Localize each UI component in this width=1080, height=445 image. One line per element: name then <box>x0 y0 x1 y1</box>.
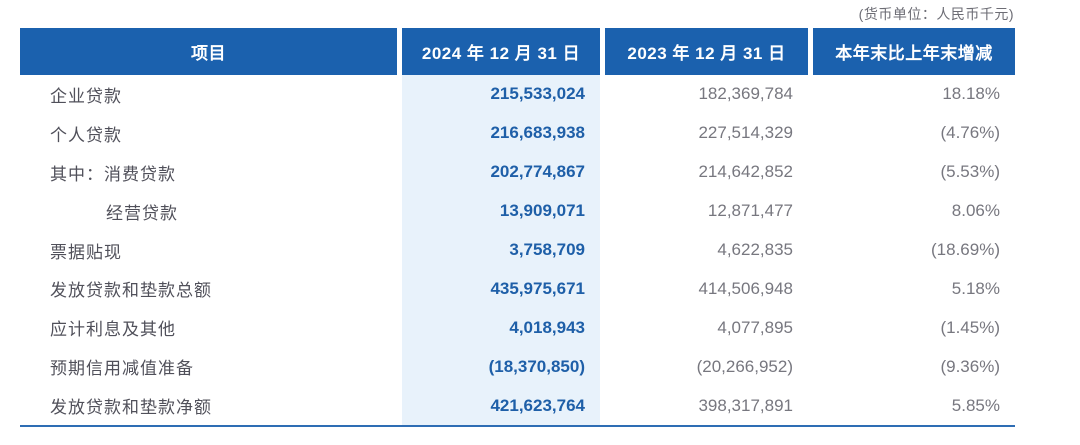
row-label: 票据贴现 <box>20 230 402 270</box>
table-row: 个人贷款 216,683,938 227,514,329 (4.76%) <box>20 113 1015 153</box>
value-2023: 214,642,852 <box>605 152 813 192</box>
change-percent: (4.76%) <box>940 123 1000 143</box>
change-percent: (18.69%) <box>931 240 1000 259</box>
value-2023: 227,514,329 <box>605 113 813 153</box>
change-percent: 5.85% <box>951 395 1000 415</box>
table-header-row: 项目 2024 年 12 月 31 日 2023 年 12 月 31 日 本年末… <box>20 28 1015 75</box>
value-2024: 4,018,943 <box>402 308 605 348</box>
change-percent: 5.18% <box>951 278 1000 298</box>
value-2024: 435,975,671 <box>402 269 605 309</box>
row-label: 应计利息及其他 <box>20 308 402 348</box>
value-2023: 182,369,784 <box>605 75 813 114</box>
table-row: 应计利息及其他 4,018,943 4,077,895 (1.45%) <box>20 308 1015 348</box>
value-2023: 398,317,891 <box>605 386 813 426</box>
row-label: 发放贷款和垫款净额 <box>20 386 402 426</box>
row-label: 发放贷款和垫款总额 <box>20 269 402 309</box>
value-2024: 3,758,709 <box>402 230 605 270</box>
value-2024: 13,909,071 <box>402 191 605 231</box>
value-2024: 215,533,024 <box>402 75 605 114</box>
value-2024: 421,623,764 <box>402 386 605 426</box>
value-2023: (20,266,952) <box>605 347 813 387</box>
table-row: 发放贷款和垫款总额 435,975,671 414,506,948 5.18% <box>20 269 1015 309</box>
table-row: 经营贷款 13,909,071 12,871,477 8.06% <box>20 191 1015 231</box>
table-row: 预期信用减值准备 (18,370,850) (20,266,952) (9.36%) <box>20 347 1015 387</box>
header-change-column: 本年末比上年末增减 <box>813 28 1015 75</box>
row-label: 其中：消费贷款 <box>20 152 402 192</box>
value-2024: (18,370,850) <box>402 347 605 387</box>
value-2023: 4,622,835 <box>605 230 813 270</box>
change-percent: 8.06% <box>951 201 1000 221</box>
loans-and-advances-table: 项目 2024 年 12 月 31 日 2023 年 12 月 31 日 本年末… <box>20 28 1015 428</box>
value-2024: 202,774,867 <box>402 152 605 192</box>
value-2024: 216,683,938 <box>402 113 605 153</box>
change-percent: 18.18% <box>942 84 1000 104</box>
change-percent: (1.45%) <box>940 317 1000 337</box>
table-row: 发放贷款和垫款净额 421,623,764 398,317,891 5.85% <box>20 386 1015 426</box>
row-label: 预期信用减值准备 <box>20 347 402 387</box>
currency-unit-note: (货币单位：人民币千元) <box>858 6 1014 22</box>
value-2023: 414,506,948 <box>605 269 813 309</box>
row-label: 经营贷款 <box>20 191 402 231</box>
header-2023-column: 2023 年 12 月 31 日 <box>605 28 813 75</box>
change-percent: (5.53%) <box>940 162 1000 182</box>
header-2024-column: 2024 年 12 月 31 日 <box>402 28 605 75</box>
table-row: 企业贷款 215,533,024 182,369,784 18.18% <box>20 75 1015 114</box>
table-body: 企业贷款 215,533,024 182,369,784 18.18% 个人贷款 216,… <box>20 75 1015 426</box>
row-label: 企业贷款 <box>20 75 402 114</box>
change-percent: (9.36%) <box>940 356 1000 376</box>
header-item-column: 项目 <box>20 28 402 75</box>
row-label: 个人贷款 <box>20 113 402 153</box>
value-2023: 4,077,895 <box>605 308 813 348</box>
table-row: 其中：消费贷款 202,774,867 214,642,852 (5.53%) <box>20 152 1015 192</box>
value-2023: 12,871,477 <box>605 191 813 231</box>
table-row: 票据贴现 3,758,709 4,622,835 (18.69%) <box>20 230 1015 270</box>
